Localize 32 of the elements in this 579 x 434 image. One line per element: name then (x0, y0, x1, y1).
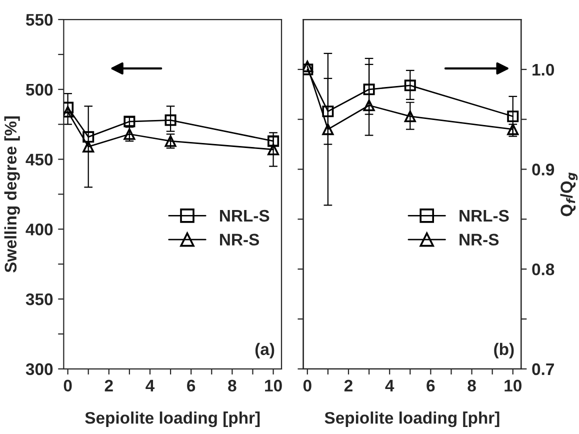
y-tick-label: 550 (26, 14, 53, 26)
y2-tick-label: 1.0 (532, 64, 554, 76)
x-tick-label: 8 (228, 380, 236, 392)
y2-tick-label: 0.9 (532, 164, 554, 176)
x-tick-label: 0 (64, 380, 72, 392)
x-tick-label: 2 (344, 380, 352, 392)
x-tick-label: 4 (385, 380, 394, 392)
y-tick-label: 350 (26, 293, 53, 306)
y-tick-label: 500 (26, 84, 53, 96)
y2-tick-label: 0.7 (532, 363, 554, 376)
y2-tick-label: 0.8 (532, 263, 554, 276)
annotation: (b) (494, 342, 514, 358)
y-tick-label: 400 (26, 224, 53, 236)
y-tick-label: 300 (26, 363, 53, 376)
x-tick-label: 8 (468, 380, 476, 392)
x-axis-title: Sepiolite loading [phr] (324, 412, 500, 428)
x-tick-label: 4 (146, 380, 155, 392)
legend-label: NRL-S (460, 210, 509, 222)
annotation: (a) (255, 342, 274, 358)
x-tick-label: 0 (303, 380, 312, 392)
legend-label: NRL-S (220, 210, 270, 222)
y-axis-title: Swelling degree [%] (4, 116, 20, 272)
legend-label: NR-S (460, 234, 499, 246)
legend-label: NR-S (220, 234, 260, 246)
x-tick-label: 6 (426, 380, 435, 392)
y-tick-label: 450 (26, 154, 53, 166)
x-tick-label: 2 (104, 380, 113, 392)
x-tick-label: 10 (504, 380, 522, 392)
y2-axis-title: Q$_{f}$/Q$_{g}$ (560, 172, 578, 216)
x-tick-label: 6 (187, 380, 196, 392)
x-tick-label: 10 (265, 380, 282, 392)
x-axis-title: Sepiolite loading [phr] (85, 412, 260, 428)
